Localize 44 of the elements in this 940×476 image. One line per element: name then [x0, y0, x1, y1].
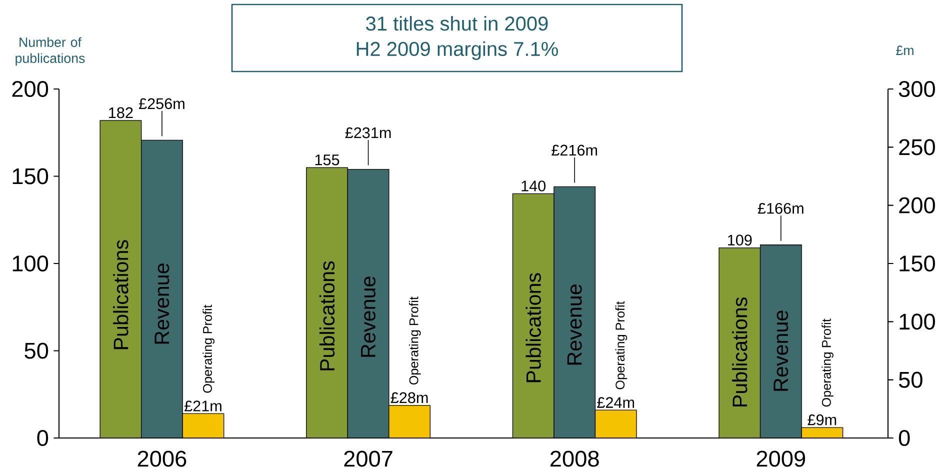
data-label: 140: [522, 180, 546, 192]
y2-tick-label: 200: [899, 197, 935, 214]
text: Publications: [732, 297, 748, 406]
data-label: £9m: [808, 414, 836, 426]
y2-tick-label: 250: [899, 139, 935, 156]
chart-subtitle: H2 2009 margins 7.1%: [356, 41, 558, 60]
data-label: 155: [315, 154, 340, 166]
text: Operating Profit: [822, 318, 834, 407]
y2-tick-label: 50: [898, 372, 922, 388]
y2-tick-label: 100: [900, 314, 935, 330]
data-label: £28m: [390, 392, 428, 404]
data-label: 109: [728, 234, 752, 246]
text: Publications: [113, 240, 128, 350]
y2-tick-label: 0: [898, 430, 910, 446]
series-label: Publications: [319, 261, 335, 370]
data-label: £21m: [184, 400, 222, 412]
series-label: Revenue: [567, 284, 582, 365]
y-axis-title: Number of publications: [16, 37, 85, 66]
data-label: 182: [109, 107, 133, 118]
y-tick-label: 0: [37, 430, 48, 446]
y-tick-label: 150: [12, 168, 48, 184]
y2-axis-title: £m: [896, 46, 914, 55]
text: Revenue: [154, 264, 170, 344]
x-tick-label: 2006: [138, 450, 186, 467]
x-tick-label: 2007: [344, 450, 392, 467]
y-tick-label: 50: [24, 342, 48, 359]
data-label: £231m: [345, 127, 391, 138]
text: Operating Profit: [615, 301, 628, 390]
chart-title: 31 titles shut in 2009: [366, 16, 548, 31]
text: Operating Profit: [408, 296, 421, 385]
text: Revenue: [361, 276, 376, 357]
data-label: £256m: [138, 98, 184, 110]
y-tick-label: 200: [12, 80, 48, 98]
x-tick-label: 2009: [756, 450, 806, 467]
x-tick-label: 2008: [550, 450, 599, 467]
text: Revenue: [774, 310, 788, 391]
data-label: £216m: [552, 144, 598, 156]
data-label: £24m: [597, 397, 634, 408]
y2-tick-label: 150: [900, 255, 935, 272]
text: Publications: [526, 273, 541, 382]
y2-tick-label: 300: [898, 80, 935, 98]
data-label: £166m: [758, 202, 804, 214]
y-tick-label: 100: [12, 255, 48, 272]
text: Operating Profit: [202, 304, 214, 393]
